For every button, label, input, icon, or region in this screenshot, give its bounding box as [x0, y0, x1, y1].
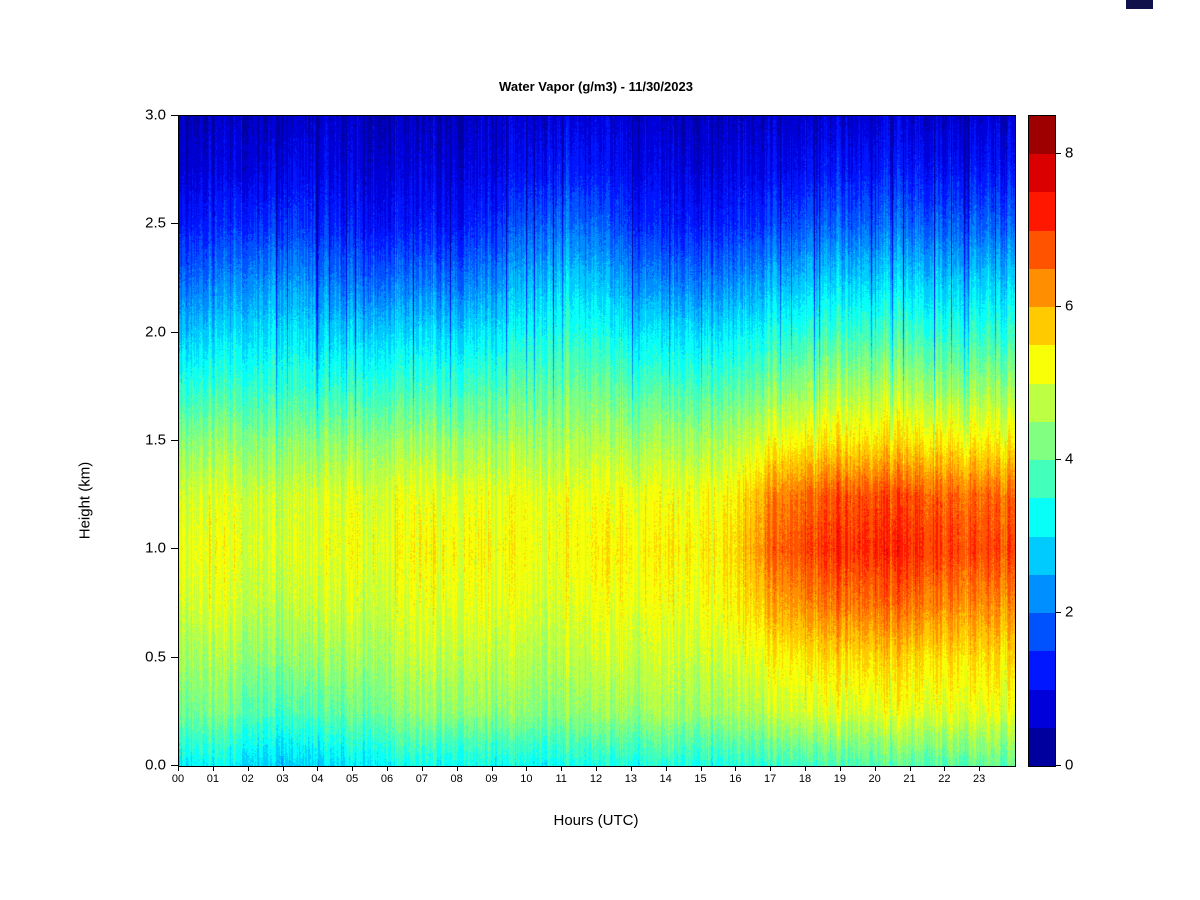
x-tick-label: 05	[346, 773, 359, 785]
colorbar-band	[1029, 383, 1055, 422]
x-tick-mark	[770, 767, 772, 771]
colorbar-tick-label: 0	[1065, 756, 1074, 774]
colorbar-band	[1029, 154, 1055, 193]
x-tick-label: 20	[868, 773, 881, 785]
y-tick-label: 1.0	[145, 539, 166, 557]
y-tick-mark	[171, 548, 178, 550]
x-tick-label: 18	[798, 773, 812, 785]
y-tick-label: 0.0	[145, 756, 166, 774]
y-tick-label: 2.0	[145, 323, 166, 341]
x-tick-label: 07	[415, 773, 428, 785]
x-tick-mark	[247, 767, 249, 771]
colorbar-tick-mark	[1056, 765, 1061, 766]
x-tick-mark	[561, 767, 563, 771]
x-tick-label: 15	[694, 773, 707, 785]
y-tick-mark	[171, 331, 178, 333]
x-tick-label: 01	[206, 773, 219, 785]
x-tick-label: 16	[729, 773, 742, 785]
x-tick-label: 09	[485, 773, 498, 785]
colorbar-band	[1029, 574, 1055, 614]
x-tick-mark	[909, 767, 911, 771]
x-tick-label: 19	[833, 773, 846, 785]
chart-title: Water Vapor (g/m3) - 11/30/2023	[499, 79, 693, 94]
x-tick-mark	[874, 767, 876, 771]
x-tick-mark	[491, 767, 493, 771]
colorbar-band	[1029, 460, 1055, 499]
x-tick-mark	[526, 767, 528, 771]
colorbar-band	[1029, 307, 1055, 346]
x-tick-mark	[805, 767, 806, 771]
x-tick-label: 11	[555, 773, 567, 785]
colorbar-band	[1029, 192, 1055, 231]
x-tick-mark	[665, 767, 667, 771]
x-tick-mark	[456, 767, 458, 771]
x-tick-label: 13	[624, 773, 637, 785]
x-tick-mark	[735, 767, 737, 771]
x-tick-label: 03	[276, 773, 289, 785]
x-tick-mark	[979, 767, 981, 771]
corner-artifact	[1126, 0, 1153, 9]
colorbar-band	[1029, 345, 1055, 384]
colorbar-tick-mark	[1056, 306, 1061, 308]
x-tick-mark	[839, 767, 841, 771]
x-tick-mark	[387, 767, 388, 771]
colorbar-tick-mark	[1056, 612, 1061, 614]
y-tick-mark	[171, 223, 178, 225]
colorbar-band	[1029, 116, 1055, 155]
colorbar	[1028, 115, 1056, 767]
colorbar-band	[1029, 689, 1055, 728]
x-tick-mark	[212, 767, 214, 771]
x-tick-mark	[317, 767, 319, 771]
x-tick-label: 10	[520, 773, 533, 785]
colorbar-tick-label: 4	[1065, 450, 1074, 468]
y-tick-label: 1.5	[145, 431, 166, 449]
x-axis-label: Hours (UTC)	[553, 812, 639, 829]
colorbar-tick-label: 6	[1065, 297, 1074, 315]
x-tick-label: 21	[903, 773, 916, 785]
x-tick-label: 17	[764, 773, 777, 785]
x-tick-label: 08	[450, 773, 463, 785]
colorbar-band	[1029, 613, 1055, 652]
x-tick-mark	[596, 767, 597, 771]
x-tick-mark	[630, 767, 632, 771]
x-tick-mark	[178, 767, 179, 771]
x-tick-mark	[700, 767, 702, 771]
colorbar-tick-label: 8	[1065, 144, 1074, 162]
x-tick-mark	[282, 767, 284, 771]
y-tick-label: 3.0	[145, 106, 166, 124]
colorbar-band	[1029, 536, 1055, 575]
y-tick-mark	[171, 765, 178, 766]
x-tick-mark	[421, 767, 423, 771]
x-tick-label: 14	[659, 773, 672, 785]
colorbar-band	[1029, 268, 1055, 308]
y-tick-label: 0.5	[145, 648, 166, 666]
x-tick-label: 22	[938, 773, 951, 785]
colorbar-band	[1029, 498, 1055, 537]
colorbar-tick-mark	[1056, 459, 1061, 461]
colorbar-band	[1029, 421, 1055, 461]
x-tick-mark	[352, 767, 354, 771]
heatmap-canvas	[178, 115, 1016, 767]
colorbar-band	[1029, 727, 1055, 766]
colorbar-band	[1029, 651, 1055, 690]
y-tick-mark	[171, 440, 178, 441]
x-tick-label: 06	[380, 773, 394, 785]
y-tick-mark	[171, 656, 178, 658]
y-tick-mark	[171, 115, 178, 116]
x-tick-label: 02	[241, 773, 254, 785]
colorbar-band	[1029, 230, 1055, 269]
x-tick-label: 00	[171, 773, 185, 785]
x-tick-label: 04	[311, 773, 324, 785]
x-tick-label: 23	[973, 773, 986, 785]
y-tick-label: 2.5	[145, 214, 166, 232]
colorbar-tick-label: 2	[1065, 603, 1074, 621]
colorbar-tick-mark	[1056, 153, 1061, 155]
x-tick-label: 12	[589, 773, 603, 785]
y-axis-label: Height (km)	[76, 461, 94, 540]
x-tick-mark	[944, 767, 946, 771]
